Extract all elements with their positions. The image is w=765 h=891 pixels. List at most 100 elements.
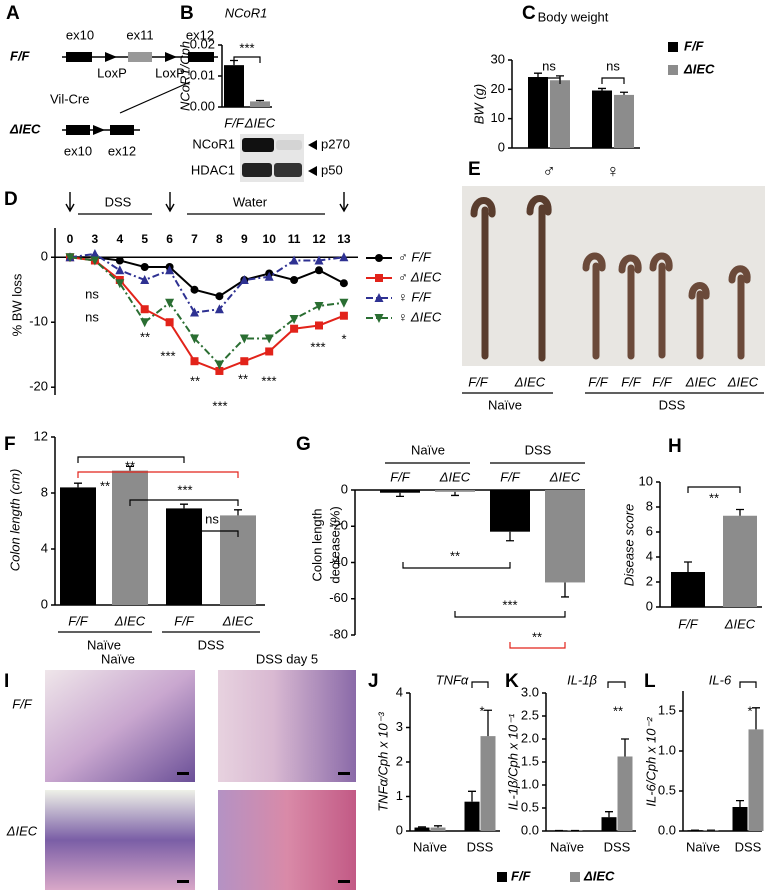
panel-label: L — [644, 671, 656, 692]
error-bar — [736, 508, 744, 516]
marker — [289, 314, 299, 324]
significance-label: ** — [238, 371, 248, 386]
x-tick-label: Naïve — [686, 839, 720, 854]
recombination-line — [119, 81, 191, 114]
x-tick-label: 11 — [288, 232, 301, 246]
y-tick-label: 2.0 — [521, 730, 539, 745]
y-tick-label: -20 — [29, 379, 48, 394]
significance-bracket — [183, 530, 239, 537]
marker — [115, 279, 125, 289]
error-bar — [451, 491, 459, 497]
blot-band — [276, 140, 302, 150]
series-line — [69, 256, 345, 373]
marker — [165, 298, 175, 308]
y-tick-label: 1.0 — [521, 776, 539, 791]
x-tick-label: F/F — [68, 613, 89, 628]
bar — [614, 94, 634, 148]
significance-label: ns — [606, 58, 620, 73]
marker — [190, 285, 199, 294]
error-bar — [180, 503, 188, 509]
x-tick-label: ΔIEC — [439, 469, 471, 484]
photo-label: F/F — [468, 374, 489, 389]
marker — [115, 265, 125, 275]
y-tick-label: 0 — [41, 596, 48, 611]
bar — [671, 572, 705, 607]
histology-image — [218, 670, 356, 782]
marker — [115, 256, 124, 265]
marker — [190, 307, 199, 317]
exon-label: ex11 — [126, 27, 153, 42]
loxp-site — [105, 52, 117, 62]
size-label: p270 — [321, 136, 350, 151]
marker — [215, 292, 224, 301]
x-tick-label: ♂ — [542, 161, 556, 181]
legend-label: ΔIEC — [583, 868, 615, 883]
significance-bracket — [601, 77, 625, 84]
bar — [166, 508, 202, 605]
legend-label: F/F — [511, 868, 532, 883]
marker — [265, 347, 274, 356]
treatment-arrow — [165, 192, 175, 213]
significance-label: ** — [140, 329, 150, 344]
significance-bracket — [454, 611, 566, 618]
marker — [140, 262, 149, 271]
marker — [214, 304, 224, 314]
error-bar — [234, 509, 242, 516]
x-tick-label: F/F — [224, 115, 245, 130]
x-tick-label: ΔIEC — [549, 469, 581, 484]
colon-specimen — [582, 252, 606, 360]
significance-bracket — [607, 681, 626, 688]
legend-label: ♀ F/F — [398, 289, 432, 304]
error-bar — [506, 531, 514, 542]
significance-label: ** — [709, 490, 719, 505]
y-axis-label: Disease score — [621, 504, 636, 586]
y-tick-label: -20 — [329, 518, 348, 533]
x-tick-label: Naïve — [413, 839, 447, 854]
marker — [314, 255, 324, 265]
bar — [60, 487, 96, 605]
colon-specimen — [649, 252, 673, 359]
bar — [220, 515, 256, 605]
error-bar — [484, 709, 492, 737]
y-axis-label: NCoR1/Cph — [177, 41, 192, 111]
colon-specimen — [618, 254, 642, 360]
significance-label: *** — [502, 597, 517, 612]
exon-label: ex10 — [64, 143, 92, 158]
x-tick-label: 7 — [191, 232, 198, 246]
significance-label: ns — [85, 286, 99, 301]
panel-label: D — [4, 189, 18, 210]
histology-image — [45, 790, 195, 890]
construct-diagram: A F/F ex10 ex11 ex12 LoxP LoxP Vil-Cre Δ… — [6, 3, 218, 158]
legend-swatch — [668, 65, 678, 75]
loxp-site — [165, 52, 177, 62]
significance-label: ns — [205, 511, 219, 526]
marker — [165, 318, 174, 327]
exon-label: ex12 — [108, 143, 136, 158]
x-tick-label: 4 — [116, 232, 123, 246]
y-tick-label: 0.00 — [190, 98, 215, 113]
loxp-label: LoxP — [97, 65, 127, 80]
error-bar — [684, 561, 692, 572]
error-bar — [74, 482, 82, 488]
error-bar — [598, 87, 606, 91]
photo-label: F/F — [621, 374, 642, 389]
panel-label: K — [505, 671, 519, 692]
x-tick-label: F/F — [678, 616, 699, 631]
legend-marker — [374, 293, 384, 302]
error-bar — [418, 826, 426, 828]
series-line — [69, 256, 345, 366]
x-tick-label: F/F — [174, 613, 195, 628]
significance-bracket — [77, 456, 185, 463]
significance-bracket — [739, 681, 757, 688]
y-tick-label: 1.5 — [521, 753, 539, 768]
y-tick-label: 10 — [639, 473, 653, 488]
group-label: Naïve — [488, 397, 522, 412]
legend-swatch — [497, 872, 507, 882]
row-label: ΔIEC — [6, 823, 38, 838]
chart-title: Body weight — [538, 9, 609, 24]
marker — [264, 271, 274, 281]
x-tick-label: ♀ — [606, 161, 620, 181]
y-tick-label: 0.5 — [521, 799, 539, 814]
x-tick-label: F/F — [390, 469, 411, 484]
y-tick-label: 8 — [41, 484, 48, 499]
